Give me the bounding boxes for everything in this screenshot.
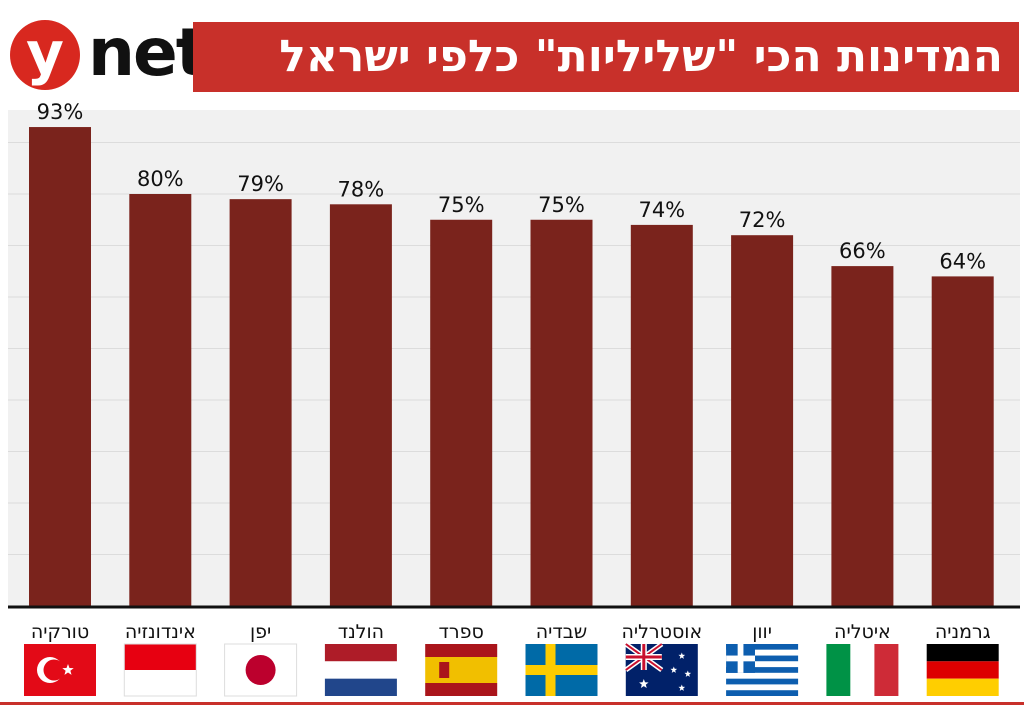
sweden-flag-icon — [525, 644, 598, 696]
category-label: יוון — [752, 621, 772, 643]
bottom-rule — [0, 702, 1024, 705]
title-banner: המדינות הכי "שליליות" כלפי ישראל — [193, 22, 1019, 92]
category-label: ספרד — [439, 621, 484, 643]
value-label: 75% — [538, 193, 585, 217]
ynet-logo[interactable]: y net — [10, 18, 207, 90]
italy-flag-icon — [826, 644, 899, 696]
netherlands-flag-icon — [324, 644, 397, 696]
bar — [530, 219, 593, 606]
turkey-flag-icon — [24, 644, 96, 696]
category-label: איטליה — [834, 621, 891, 643]
category-label: אוסטרליה — [621, 621, 702, 643]
value-label: 78% — [338, 177, 385, 201]
ynet-logo-mark: y — [26, 19, 64, 87]
indonesia-flag-icon — [123, 643, 197, 697]
ynet-logo-text: net — [88, 14, 207, 91]
bar — [931, 276, 994, 606]
value-label: 75% — [438, 193, 485, 217]
bar — [831, 266, 894, 606]
category-label: גרמניה — [935, 621, 991, 643]
category-label: יפן — [250, 621, 271, 643]
germany-flag-icon — [926, 644, 999, 696]
category-label: הולנד — [338, 621, 384, 643]
bar — [29, 127, 91, 607]
ynet-logo-circle — [10, 20, 80, 90]
value-label: 64% — [939, 249, 986, 273]
bar — [129, 194, 192, 606]
bar — [229, 199, 292, 606]
greece-flag-icon — [726, 644, 799, 696]
value-label: 72% — [739, 208, 786, 232]
value-label: 80% — [137, 167, 184, 191]
bar — [329, 204, 392, 607]
value-label: 93% — [37, 100, 84, 124]
bar — [731, 235, 794, 606]
category-label: אינדונזיה — [125, 621, 196, 643]
value-label: 79% — [237, 172, 284, 196]
japan-flag-icon — [224, 643, 298, 697]
value-label: 74% — [638, 198, 685, 222]
spain-flag-icon — [425, 644, 498, 696]
bar — [430, 219, 493, 606]
bar — [630, 224, 693, 606]
category-label: טורקיה — [31, 621, 89, 643]
chart-title: המדינות הכי "שליליות" כלפי ישראל — [279, 31, 1003, 82]
category-label: שבדיה — [536, 621, 587, 643]
australia-flag-icon — [624, 641, 698, 696]
value-label: 66% — [839, 239, 886, 263]
